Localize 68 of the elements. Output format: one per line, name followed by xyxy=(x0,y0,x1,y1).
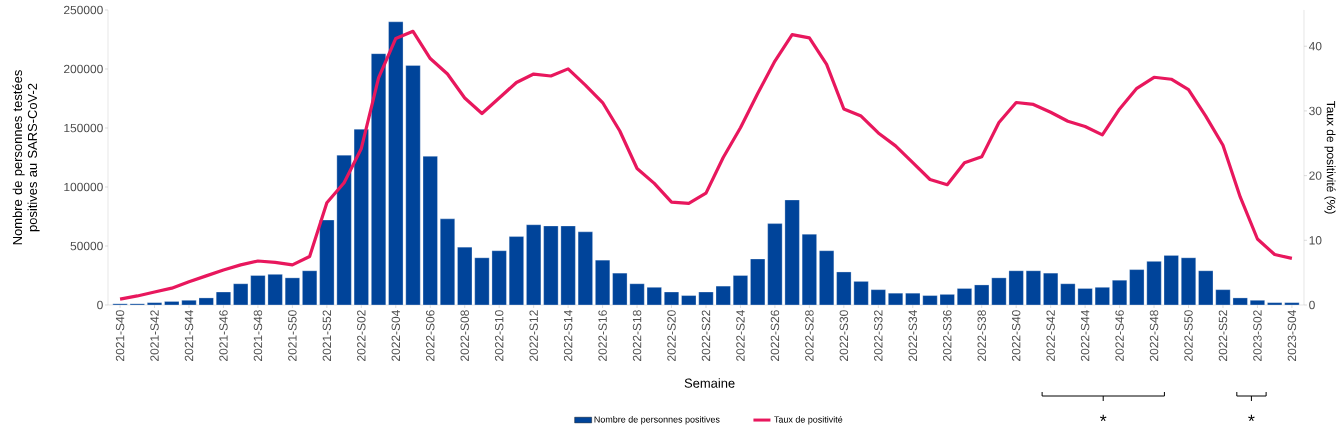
x-tick-label: 2023-S04 xyxy=(1287,310,1297,361)
x-axis-title: Semaine xyxy=(684,378,735,388)
bar xyxy=(371,53,386,306)
y2-tick-label: 30 xyxy=(1309,106,1322,116)
x-tick-label: 2022-S24 xyxy=(736,310,745,361)
x-tick-label: 2022-S34 xyxy=(908,310,918,361)
x-tick-label: 2023-S02 xyxy=(1253,310,1262,361)
y-tick-label: 50000 xyxy=(70,241,103,251)
x-tick-label: 2022-S38 xyxy=(977,310,986,361)
x-tick-label: 2022-S22 xyxy=(701,310,711,361)
bar xyxy=(1250,300,1265,306)
x-tick-label: 2022-S18 xyxy=(632,310,642,361)
x-tick-label: 2022-S14 xyxy=(563,310,573,361)
x-tick-label: 2022-S52 xyxy=(1218,310,1228,361)
x-tick-label: 2022-S44 xyxy=(1080,310,1090,361)
text: * xyxy=(1100,414,1107,422)
x-tick-label: 2022-S02 xyxy=(357,310,366,361)
x-tick-label: 2022-S30 xyxy=(839,310,849,361)
x-tick-label: 2021-S46 xyxy=(219,310,228,361)
x-tick-label: 2022-S16 xyxy=(598,310,607,361)
x-tick-label: 2022-S28 xyxy=(805,310,814,361)
x-tick-label: 2022-S08 xyxy=(460,310,469,361)
x-tick-label: 2022-S40 xyxy=(1011,310,1021,361)
bar xyxy=(595,260,610,306)
bar xyxy=(664,291,679,306)
y-tick-label: 200000 xyxy=(64,64,103,74)
y-axis-title: Nombre de personnes testées positives au SARS-CoV-2 xyxy=(12,70,40,245)
x-tick-label: 2021-S50 xyxy=(288,310,297,361)
x-tick-label: 2022-S46 xyxy=(1115,310,1124,361)
bar xyxy=(147,302,162,306)
y-tick-label: 150000 xyxy=(64,123,103,133)
bar xyxy=(440,218,455,306)
x-tick-label: 2022-S06 xyxy=(426,310,435,361)
bar xyxy=(1112,280,1127,306)
x-tick-label: 2022-S32 xyxy=(874,310,883,361)
bar xyxy=(216,291,231,306)
x-tick-label: 2022-S42 xyxy=(1046,310,1055,361)
bar xyxy=(1026,270,1041,306)
line-series xyxy=(118,29,1294,301)
bar xyxy=(1181,257,1196,306)
y2-tick-label: 40 xyxy=(1308,42,1322,51)
x-tick-label: 2022-S20 xyxy=(667,310,676,361)
y-tick-label: 250000 xyxy=(64,5,103,15)
bar xyxy=(509,236,524,306)
x-tick-label: 2022-S48 xyxy=(1149,310,1159,361)
x-tick-label: 2022-S10 xyxy=(494,310,504,361)
x-tick-label: 2022-S26 xyxy=(770,310,780,361)
y-tick-label: 100000 xyxy=(64,182,103,192)
x-tick-label: 2022-S50 xyxy=(1184,310,1193,361)
bar xyxy=(957,288,972,306)
x-tick-label: 2021-S48 xyxy=(253,310,263,361)
bar xyxy=(733,275,748,306)
text: * xyxy=(1248,414,1255,422)
y2-tick-label: 20 xyxy=(1309,171,1322,180)
y2-tick-label: 10 xyxy=(1309,236,1322,245)
y-tick-label: 0 xyxy=(97,300,103,310)
x-tick-label: 2022-S36 xyxy=(943,310,952,361)
x-tick-label: 2022-S12 xyxy=(529,310,538,361)
y2-tick-label: 0 xyxy=(1309,300,1315,310)
x-tick-label: 2021-S40 xyxy=(115,310,125,361)
x-tick-label: 2021-S52 xyxy=(322,310,332,361)
y2-axis-title: Taux de positivité (%) xyxy=(1324,100,1336,214)
bar xyxy=(888,293,903,306)
legend-label: Nombre de personnes positives xyxy=(594,416,720,425)
x-tick-label: 2021-S42 xyxy=(150,310,159,361)
legend-label: Taux de positivité xyxy=(774,416,843,425)
x-tick-label: 2021-S44 xyxy=(184,310,194,361)
x-tick-label: 2022-S04 xyxy=(391,310,401,361)
